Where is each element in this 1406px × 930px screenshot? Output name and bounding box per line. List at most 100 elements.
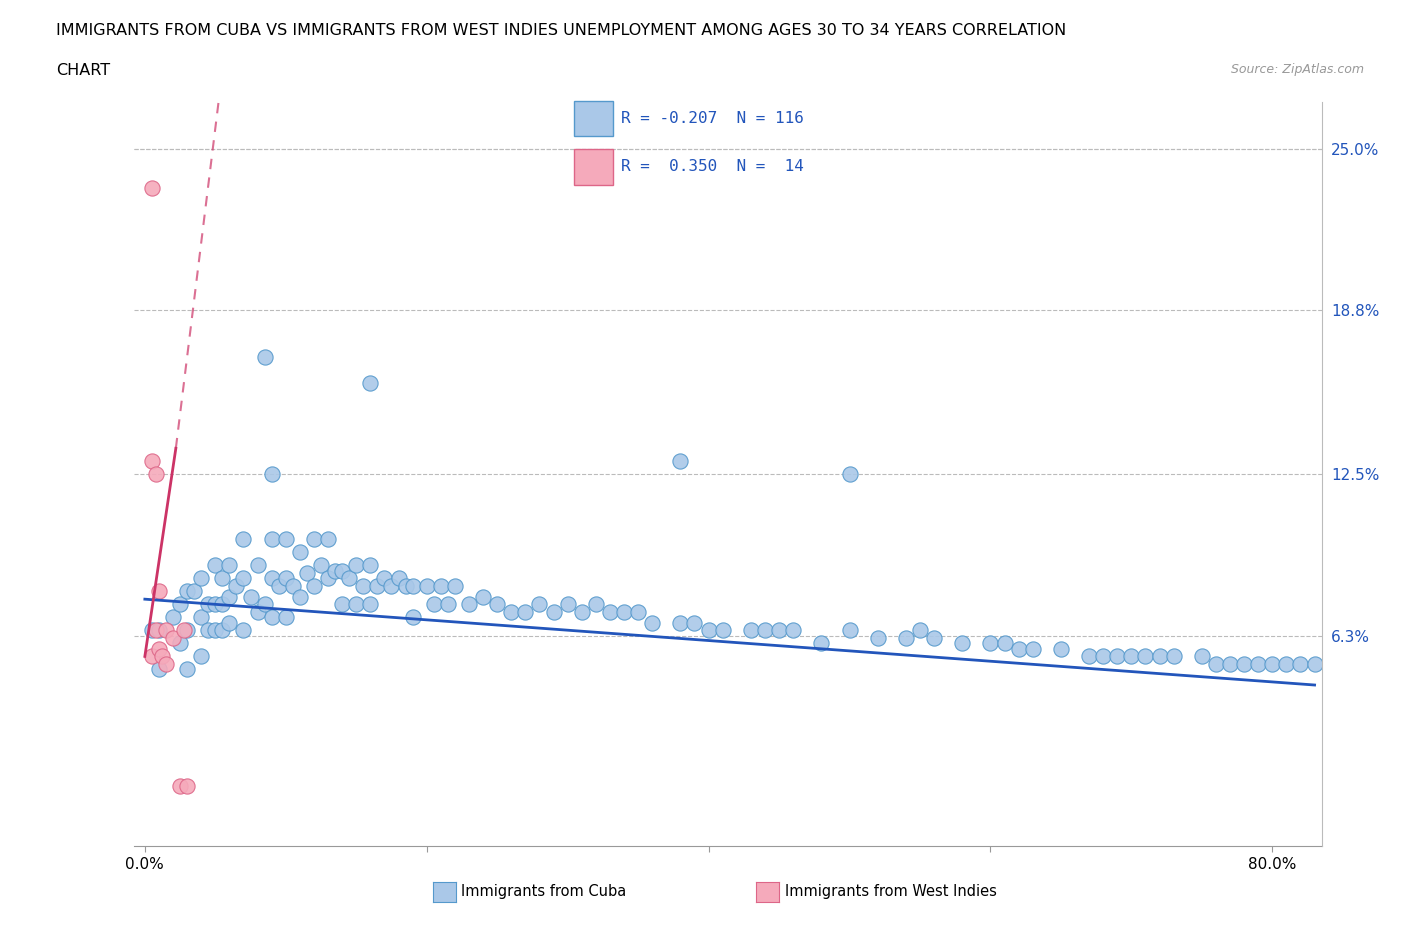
Point [274, 571, 297, 586]
Point [599, 604, 621, 619]
Point [344, 597, 367, 612]
Point [232, 571, 254, 586]
Point [150, 649, 173, 664]
Point [316, 571, 339, 586]
Point [1022, 641, 1045, 656]
Point [302, 532, 325, 547]
Point [260, 467, 283, 482]
Point [330, 563, 353, 578]
Point [401, 610, 423, 625]
Point [169, 779, 191, 794]
Point [1121, 649, 1143, 664]
Point [359, 558, 381, 573]
Point [141, 454, 163, 469]
Text: R =  0.350  N =  14: R = 0.350 N = 14 [621, 159, 804, 175]
Point [585, 597, 607, 612]
Point [1050, 641, 1073, 656]
Point [316, 532, 339, 547]
Point [810, 636, 832, 651]
Point [740, 623, 762, 638]
Point [359, 376, 381, 391]
Point [218, 558, 240, 573]
Point [894, 631, 917, 645]
Point [141, 180, 163, 195]
Point [472, 589, 495, 604]
Point [1219, 657, 1241, 671]
Point [838, 623, 860, 638]
Point [838, 467, 860, 482]
Point [1191, 649, 1213, 664]
Point [211, 623, 233, 638]
Point [197, 597, 219, 612]
Text: Source: ZipAtlas.com: Source: ZipAtlas.com [1230, 63, 1364, 76]
Point [253, 597, 276, 612]
Point [330, 597, 353, 612]
Bar [574, 150, 613, 184]
Point [141, 623, 163, 638]
Point [1092, 649, 1115, 664]
Point [253, 350, 276, 365]
Point [190, 610, 212, 625]
Text: CHART: CHART [56, 63, 110, 78]
Point [204, 623, 226, 638]
Point [1078, 649, 1101, 664]
Point [352, 578, 374, 593]
Point [225, 578, 247, 593]
Point [423, 597, 446, 612]
Point [232, 532, 254, 547]
Point [295, 565, 318, 580]
Point [627, 604, 650, 619]
Point [148, 641, 170, 656]
Point [641, 615, 664, 630]
Point [274, 532, 297, 547]
Point [669, 454, 692, 469]
Point [1135, 649, 1157, 664]
Point [176, 662, 198, 677]
Point [415, 578, 437, 593]
Point [145, 467, 167, 482]
Point [288, 545, 311, 560]
Point [394, 578, 416, 593]
Point [1205, 657, 1227, 671]
Point [950, 636, 973, 651]
Point [908, 623, 931, 638]
Point [246, 604, 269, 619]
Point [176, 779, 198, 794]
Point [267, 578, 290, 593]
Point [176, 584, 198, 599]
Point [1149, 649, 1171, 664]
Point [571, 604, 593, 619]
Point [211, 597, 233, 612]
Point [155, 657, 177, 671]
Point [281, 578, 304, 593]
Point [557, 597, 579, 612]
Point [260, 610, 283, 625]
Point [169, 636, 191, 651]
Point [366, 578, 388, 593]
Point [323, 563, 346, 578]
Point [337, 571, 360, 586]
Point [979, 636, 1001, 651]
Point [922, 631, 945, 645]
Point [246, 558, 269, 573]
Point [486, 597, 509, 612]
Text: R = -0.207  N = 116: R = -0.207 N = 116 [621, 112, 804, 126]
Point [669, 615, 692, 630]
Point [1247, 657, 1270, 671]
Point [197, 623, 219, 638]
Point [697, 623, 720, 638]
Point [1163, 649, 1185, 664]
Bar [574, 101, 613, 137]
Point [359, 597, 381, 612]
Point [145, 623, 167, 638]
Point [458, 597, 481, 612]
Point [148, 623, 170, 638]
Point [1007, 641, 1029, 656]
Point [543, 604, 565, 619]
Point [190, 649, 212, 664]
Point [344, 558, 367, 573]
Point [218, 615, 240, 630]
Point [430, 578, 453, 593]
Point [1233, 657, 1256, 671]
Point [162, 610, 184, 625]
